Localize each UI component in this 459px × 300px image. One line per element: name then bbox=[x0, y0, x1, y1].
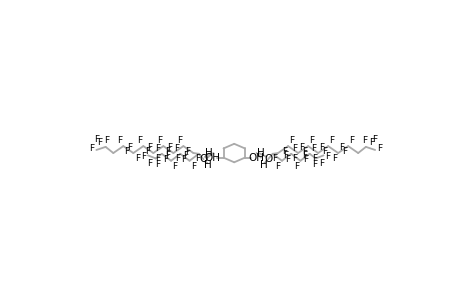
Text: F: F bbox=[177, 136, 182, 145]
Text: F: F bbox=[124, 147, 129, 156]
Text: F: F bbox=[174, 154, 179, 163]
Text: F: F bbox=[372, 135, 377, 144]
Text: OH: OH bbox=[248, 153, 264, 163]
Text: OH: OH bbox=[203, 153, 219, 163]
Text: F: F bbox=[146, 158, 152, 167]
Text: F: F bbox=[117, 136, 122, 145]
Text: F: F bbox=[174, 144, 179, 153]
Text: F: F bbox=[292, 144, 297, 153]
Text: F: F bbox=[341, 147, 346, 156]
Text: O: O bbox=[263, 154, 272, 164]
Text: F: F bbox=[172, 162, 177, 171]
Text: F: F bbox=[137, 136, 142, 145]
Text: F: F bbox=[94, 135, 99, 144]
Text: F: F bbox=[164, 147, 169, 156]
Text: F: F bbox=[157, 136, 162, 145]
Text: F: F bbox=[89, 144, 94, 153]
Text: F: F bbox=[283, 151, 288, 160]
Text: F: F bbox=[144, 147, 150, 156]
Text: F: F bbox=[361, 136, 366, 145]
Text: H: H bbox=[259, 160, 267, 170]
Text: F: F bbox=[97, 138, 102, 147]
Text: F: F bbox=[329, 136, 334, 145]
Text: F: F bbox=[369, 138, 374, 147]
Text: F: F bbox=[154, 154, 159, 163]
Text: F: F bbox=[301, 151, 306, 160]
Text: H: H bbox=[204, 148, 212, 158]
Text: F: F bbox=[310, 144, 315, 153]
Text: F: F bbox=[376, 144, 381, 153]
Text: H: H bbox=[257, 148, 264, 158]
Text: F: F bbox=[146, 143, 152, 152]
Text: F: F bbox=[134, 154, 140, 163]
Text: F: F bbox=[339, 143, 344, 152]
Text: F: F bbox=[309, 136, 314, 145]
Text: F: F bbox=[164, 151, 169, 160]
Text: F: F bbox=[181, 155, 186, 164]
Text: F: F bbox=[291, 154, 296, 163]
Text: F: F bbox=[319, 143, 324, 152]
Text: F: F bbox=[155, 144, 160, 153]
Text: O: O bbox=[199, 154, 207, 164]
Text: F: F bbox=[299, 143, 304, 152]
Text: F: F bbox=[293, 162, 298, 171]
Text: F: F bbox=[127, 143, 132, 152]
Text: F: F bbox=[190, 162, 196, 171]
Text: F: F bbox=[325, 152, 330, 161]
Text: F: F bbox=[104, 136, 110, 145]
Text: F: F bbox=[281, 147, 286, 156]
Text: F: F bbox=[183, 151, 188, 160]
Text: F: F bbox=[331, 154, 336, 163]
Text: F: F bbox=[321, 147, 326, 156]
Text: F: F bbox=[349, 136, 354, 145]
Text: F: F bbox=[302, 155, 308, 164]
Text: F: F bbox=[167, 143, 172, 152]
Text: F: F bbox=[311, 160, 316, 169]
Text: F: F bbox=[184, 147, 190, 156]
Text: F: F bbox=[163, 155, 168, 164]
Text: F: F bbox=[275, 162, 280, 171]
Text: F: F bbox=[194, 154, 199, 163]
Text: H: H bbox=[204, 160, 212, 170]
Text: F: F bbox=[284, 155, 289, 164]
Text: F: F bbox=[319, 158, 324, 167]
Text: F: F bbox=[311, 154, 316, 163]
Text: F: F bbox=[154, 160, 159, 169]
Text: F: F bbox=[289, 136, 294, 145]
Text: F: F bbox=[301, 147, 306, 156]
Text: F: F bbox=[140, 152, 146, 161]
Text: F: F bbox=[271, 154, 276, 163]
